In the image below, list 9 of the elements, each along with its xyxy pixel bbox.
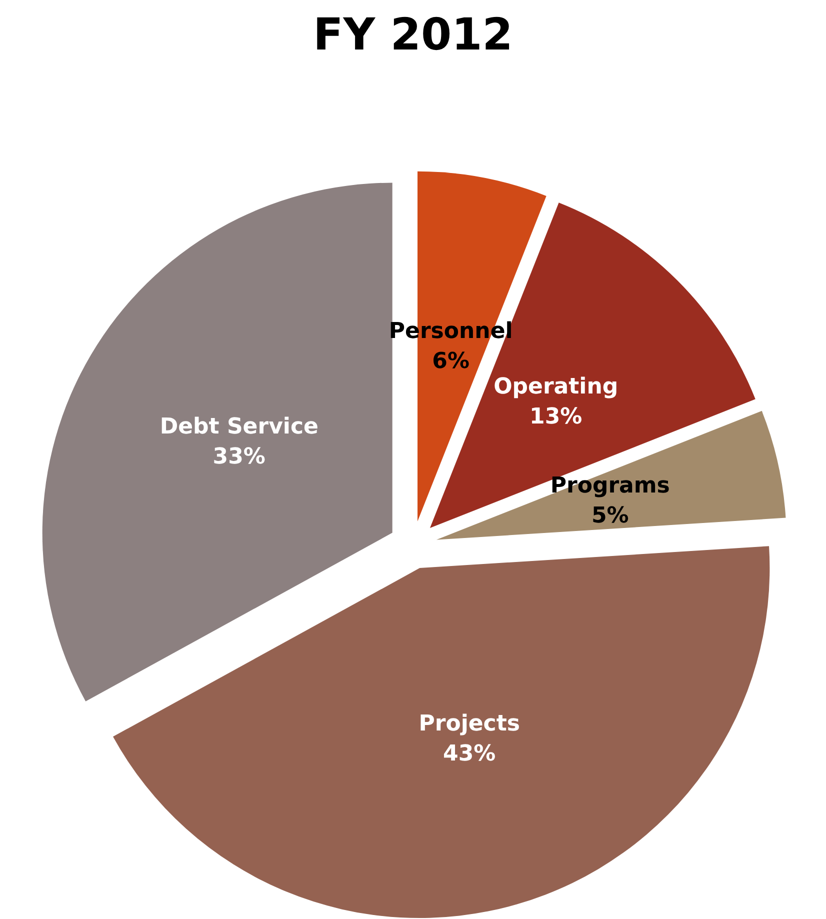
slice-label: Projects — [418, 711, 520, 736]
chart-title: FY 2012 — [313, 10, 513, 60]
data-label: 6% — [432, 349, 470, 374]
data-label: 5% — [591, 503, 629, 528]
slice-label: Operating — [494, 374, 618, 400]
data-label: 43% — [443, 741, 496, 766]
slice-label: Debt Service — [160, 414, 318, 440]
data-label: 13% — [530, 404, 582, 430]
data-label: 33% — [212, 444, 266, 470]
